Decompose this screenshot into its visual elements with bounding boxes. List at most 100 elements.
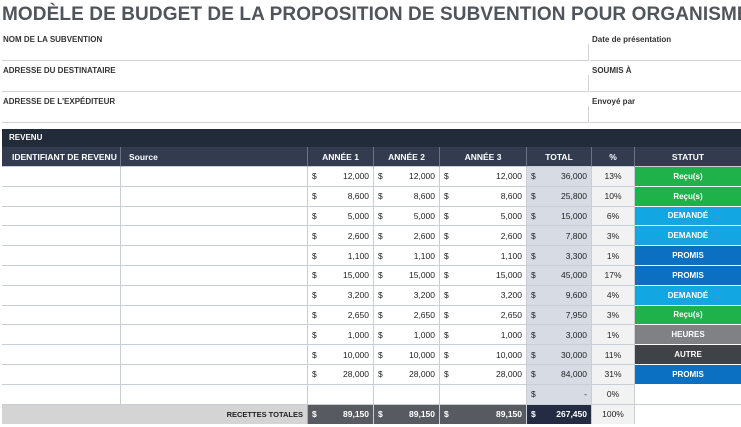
year1-cell[interactable]: $10,000 bbox=[308, 345, 374, 365]
sent-by-field[interactable] bbox=[590, 108, 741, 123]
status-badge[interactable]: HEURES bbox=[635, 325, 741, 346]
status-badge[interactable]: Reçu(s) bbox=[635, 186, 741, 207]
year3-cell[interactable]: $28,000 bbox=[440, 364, 527, 385]
year2-cell[interactable]: $1,000 bbox=[374, 325, 440, 346]
status-badge[interactable]: PROMIS bbox=[635, 364, 741, 385]
total-cell: $30,000 bbox=[527, 345, 592, 365]
source-cell[interactable] bbox=[121, 364, 308, 385]
header-year2: ANNÉE 2 bbox=[374, 147, 440, 167]
status-badge[interactable] bbox=[635, 384, 741, 405]
submitted-to-field[interactable] bbox=[590, 77, 741, 92]
year1-cell[interactable]: $1,100 bbox=[308, 246, 374, 266]
revenue-id-cell[interactable] bbox=[2, 226, 121, 247]
year1-cell[interactable]: $3,200 bbox=[308, 285, 374, 306]
year3-cell[interactable]: $2,650 bbox=[440, 305, 527, 326]
status-badge[interactable]: AUTRE bbox=[635, 345, 741, 365]
year1-cell[interactable]: $28,000 bbox=[308, 364, 374, 385]
year1-cell[interactable]: $8,600 bbox=[308, 186, 374, 207]
total-value: 3,000 bbox=[565, 329, 587, 340]
year3-cell[interactable]: $1,000 bbox=[440, 325, 527, 346]
status-badge[interactable]: DEMANDÉ bbox=[635, 206, 741, 227]
currency-sign: $ bbox=[378, 290, 383, 301]
year1-cell[interactable]: $5,000 bbox=[308, 206, 374, 227]
currency-sign: $ bbox=[378, 210, 383, 221]
source-cell[interactable] bbox=[121, 226, 308, 247]
total-value: 25,800 bbox=[561, 191, 587, 202]
total-value: 30,000 bbox=[561, 349, 587, 360]
submission-date-field[interactable] bbox=[590, 46, 741, 61]
year2-cell[interactable]: $2,600 bbox=[374, 226, 440, 247]
revenue-id-cell[interactable] bbox=[2, 167, 121, 187]
currency-sign: $ bbox=[531, 329, 536, 340]
year3-cell[interactable]: $12,000 bbox=[440, 167, 527, 187]
source-cell[interactable] bbox=[121, 325, 308, 346]
revenue-id-cell[interactable] bbox=[2, 206, 121, 227]
status-badge[interactable]: Reçu(s) bbox=[635, 305, 741, 326]
year2-cell[interactable]: $3,200 bbox=[374, 285, 440, 306]
revenue-id-cell[interactable] bbox=[2, 345, 121, 365]
sender-address-field[interactable] bbox=[2, 108, 588, 123]
year2-cell[interactable]: $12,000 bbox=[374, 167, 440, 187]
percent-cell: 31% bbox=[592, 364, 635, 385]
year3-cell[interactable]: $1,100 bbox=[440, 246, 527, 266]
source-cell[interactable] bbox=[121, 305, 308, 326]
year2-cell[interactable]: $10,000 bbox=[374, 345, 440, 365]
currency-sign: $ bbox=[531, 250, 536, 261]
source-cell[interactable] bbox=[121, 186, 308, 207]
year1-cell[interactable]: $12,000 bbox=[308, 167, 374, 187]
revenue-id-cell[interactable] bbox=[2, 305, 121, 326]
year2-cell[interactable]: $8,600 bbox=[374, 186, 440, 207]
status-badge[interactable]: Reçu(s) bbox=[635, 167, 741, 187]
revenue-id-cell[interactable] bbox=[2, 186, 121, 207]
year1-cell[interactable]: $1,000 bbox=[308, 325, 374, 346]
revenue-id-cell[interactable] bbox=[2, 384, 121, 405]
percent-cell: 4% bbox=[592, 285, 635, 306]
footer-year3: $89,150 bbox=[440, 404, 527, 425]
year1-cell[interactable] bbox=[308, 384, 374, 405]
currency-sign: $ bbox=[312, 270, 317, 281]
year3-cell[interactable]: $2,600 bbox=[440, 226, 527, 247]
year3-cell[interactable]: $5,000 bbox=[440, 206, 527, 227]
footer-year3-value: 89,150 bbox=[496, 409, 522, 420]
year2-cell[interactable]: $15,000 bbox=[374, 265, 440, 286]
year3-cell[interactable]: $3,200 bbox=[440, 285, 527, 306]
year3-cell[interactable]: $10,000 bbox=[440, 345, 527, 365]
source-cell[interactable] bbox=[121, 285, 308, 306]
year3-cell[interactable]: $8,600 bbox=[440, 186, 527, 207]
year1-cell[interactable]: $2,600 bbox=[308, 226, 374, 247]
year2-cell[interactable]: $28,000 bbox=[374, 364, 440, 385]
currency-sign: $ bbox=[531, 270, 536, 281]
percent-cell: 3% bbox=[592, 305, 635, 326]
source-cell[interactable] bbox=[121, 206, 308, 227]
source-cell[interactable] bbox=[121, 246, 308, 266]
year2-cell[interactable]: $1,100 bbox=[374, 246, 440, 266]
year1-cell[interactable]: $2,650 bbox=[308, 305, 374, 326]
source-cell[interactable] bbox=[121, 384, 308, 405]
year3-cell[interactable]: $15,000 bbox=[440, 265, 527, 286]
recipient-address-field[interactable] bbox=[2, 77, 588, 92]
year2-cell[interactable]: $5,000 bbox=[374, 206, 440, 227]
year3-cell[interactable] bbox=[440, 384, 527, 405]
year1-cell[interactable]: $15,000 bbox=[308, 265, 374, 286]
revenue-id-cell[interactable] bbox=[2, 364, 121, 385]
status-badge[interactable]: DEMANDÉ bbox=[635, 285, 741, 306]
status-badge[interactable]: PROMIS bbox=[635, 265, 741, 286]
source-cell[interactable] bbox=[121, 345, 308, 365]
revenue-id-cell[interactable] bbox=[2, 325, 121, 346]
revenue-id-cell[interactable] bbox=[2, 246, 121, 266]
divider bbox=[588, 44, 589, 61]
footer-year1-value: 89,150 bbox=[343, 409, 369, 420]
grant-name-field[interactable] bbox=[2, 46, 588, 61]
currency-sign: $ bbox=[444, 250, 449, 261]
currency-sign: $ bbox=[312, 171, 317, 182]
percent-cell: 10% bbox=[592, 186, 635, 207]
revenue-id-cell[interactable] bbox=[2, 265, 121, 286]
year2-cell[interactable]: $2,650 bbox=[374, 305, 440, 326]
currency-sign: $ bbox=[312, 230, 317, 241]
source-cell[interactable] bbox=[121, 265, 308, 286]
source-cell[interactable] bbox=[121, 167, 308, 187]
year2-cell[interactable] bbox=[374, 384, 440, 405]
status-badge[interactable]: DEMANDÉ bbox=[635, 226, 741, 247]
revenue-id-cell[interactable] bbox=[2, 285, 121, 306]
status-badge[interactable]: PROMIS bbox=[635, 246, 741, 266]
